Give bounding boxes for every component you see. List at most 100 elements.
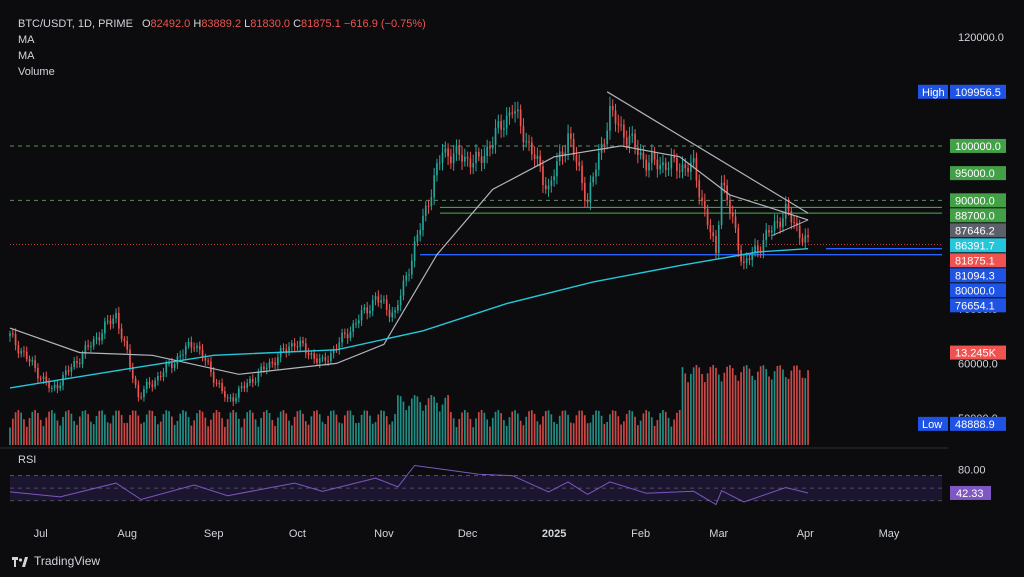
candle [639, 152, 642, 155]
volume-bar [408, 405, 410, 445]
candle [734, 216, 737, 229]
price-tag-value: 86391.7 [955, 240, 995, 252]
candle [586, 200, 589, 203]
volume-bar [154, 416, 156, 445]
volume-bar [397, 395, 399, 445]
volume-bar [95, 415, 98, 445]
volume-bar [62, 416, 64, 445]
volume-bar [249, 410, 251, 445]
candle [360, 310, 363, 321]
candle [243, 386, 246, 388]
candle [313, 353, 315, 359]
tradingview-logo-icon [12, 556, 28, 567]
candle [701, 197, 703, 201]
volume-bar [25, 426, 28, 445]
candle [17, 345, 20, 354]
volume-bar [304, 421, 307, 445]
brand-name: TradingView [34, 554, 101, 568]
candle [229, 397, 232, 399]
volume-bar [631, 411, 634, 445]
candle [544, 185, 547, 190]
volume-bar [182, 410, 184, 445]
volume-bar [648, 411, 650, 445]
close-label: C [293, 18, 302, 30]
candle [157, 375, 159, 381]
volume-bar [734, 375, 737, 445]
candle [731, 212, 734, 217]
candle [182, 354, 184, 356]
price-tick-label: 60000.0 [958, 358, 998, 370]
candle [553, 176, 555, 181]
volume-bar [70, 413, 73, 445]
volume-bar [556, 423, 558, 445]
volume-bar [770, 379, 773, 445]
candle [226, 397, 229, 399]
volume-bar [115, 410, 117, 445]
volume-bar [692, 367, 695, 445]
candle [168, 363, 170, 365]
candle [51, 387, 53, 389]
candle [609, 105, 611, 131]
price-tag-bg [950, 223, 1006, 238]
candle [402, 280, 405, 296]
volume-bar [137, 415, 140, 445]
candle [265, 367, 268, 370]
volume-bar [229, 412, 232, 445]
candle [592, 176, 595, 183]
volume-bar [623, 421, 625, 445]
volume-bar [335, 414, 338, 445]
price-tag-value: 109956.5 [955, 87, 1001, 99]
candle [285, 349, 288, 352]
rsi-pane [9, 464, 942, 506]
volume-bar [268, 413, 271, 445]
candle [112, 318, 115, 324]
rsi-legend[interactable]: RSI [18, 454, 37, 466]
volume-bar [59, 425, 62, 445]
volume-bar [676, 412, 678, 445]
ma1-legend[interactable]: MA [18, 34, 35, 46]
candle [232, 397, 235, 402]
volume-bar [235, 412, 237, 445]
candle [740, 250, 742, 262]
volume-bar [20, 412, 22, 445]
volume-bar [28, 418, 31, 445]
ma2-legend[interactable]: MA [18, 50, 35, 62]
candle [784, 203, 787, 219]
volume-bar [491, 417, 494, 445]
candle [684, 164, 687, 168]
volume-bar [614, 411, 617, 445]
volume-bar [123, 422, 126, 445]
volume-bar [296, 411, 299, 445]
candle [673, 156, 675, 159]
candle [129, 349, 131, 367]
candle [90, 346, 92, 348]
candle [307, 352, 310, 356]
candle [20, 351, 22, 354]
candle [687, 167, 689, 172]
volume-bar [807, 370, 809, 445]
rsi-line [9, 464, 809, 506]
candle [388, 309, 391, 318]
candle [162, 372, 165, 377]
volume-legend[interactable]: Volume [18, 66, 55, 78]
volume-bar [260, 417, 262, 445]
volume-bar [310, 416, 313, 445]
volume-bar [332, 410, 335, 445]
tradingview-brand[interactable]: TradingView [12, 554, 100, 568]
price-axis: 120000.070000.060000.050000.080.0042.33H… [918, 32, 1006, 500]
candle [583, 183, 586, 201]
price-tag-value: 76654.1 [955, 300, 995, 312]
volume-bar [357, 422, 360, 445]
volume-bar [145, 414, 148, 445]
price-tag-bg [950, 193, 1006, 208]
volume-bar [589, 422, 592, 445]
volume-bar [609, 414, 611, 445]
time-tick-label: Dec [458, 528, 478, 540]
volume-bar [447, 395, 449, 445]
candle [567, 133, 569, 153]
price-tag-bg [950, 238, 1006, 253]
candle [318, 358, 321, 363]
candle [494, 127, 497, 145]
candle [637, 147, 639, 155]
